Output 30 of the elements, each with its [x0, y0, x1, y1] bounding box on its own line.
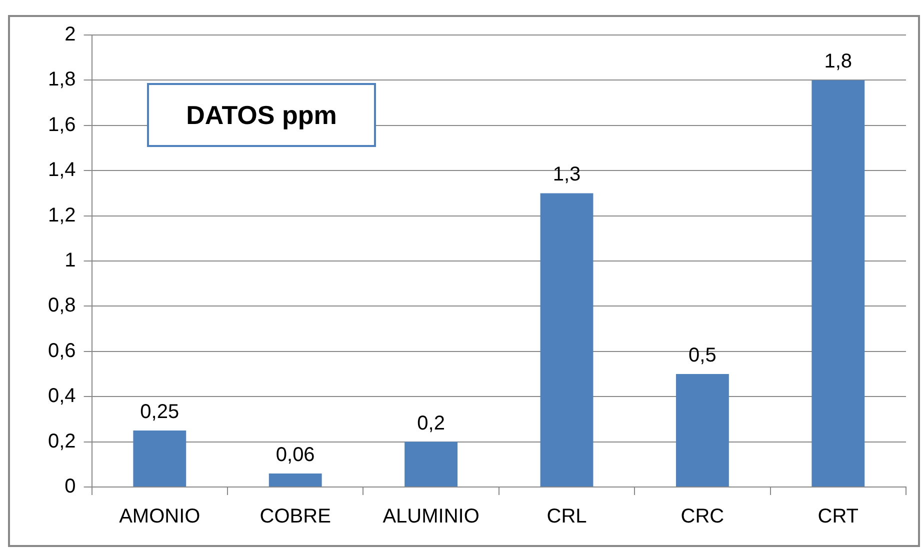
- bar: [133, 430, 186, 486]
- bar: [268, 473, 322, 486]
- y-tick-label: 0,2: [48, 430, 76, 452]
- x-tick-label: CRT: [818, 506, 859, 528]
- y-tick-label: 0,4: [48, 385, 76, 408]
- y-tick-label: 2: [64, 24, 76, 46]
- bar: [540, 193, 594, 486]
- data-label: 0,5: [688, 344, 716, 367]
- y-tick-label: 1,2: [48, 204, 76, 226]
- y-tick-label: 0: [64, 476, 76, 498]
- data-label: 1,8: [824, 50, 852, 73]
- data-label: 0,06: [276, 444, 315, 466]
- data-label: 0,2: [417, 412, 445, 434]
- y-tick-label: 1,4: [48, 159, 76, 182]
- y-tick-label: 1,6: [48, 114, 76, 136]
- bar: [812, 80, 865, 486]
- bar: [404, 442, 458, 486]
- text: DATOS ppm: [147, 83, 376, 147]
- x-tick-label: ALUMINIO: [382, 506, 480, 528]
- x-tick-label: CRC: [680, 506, 724, 528]
- data-label: 0,25: [140, 401, 180, 424]
- y-tick-label: 0,6: [48, 340, 76, 362]
- y-tick-label: 1: [64, 250, 76, 272]
- x-tick-label: AMONIO: [119, 506, 200, 528]
- x-tick-label: COBRE: [260, 506, 331, 528]
- data-label: 1,3: [552, 164, 581, 186]
- y-tick-label: 0,8: [48, 294, 76, 317]
- x-tick-label: CRL: [546, 506, 587, 528]
- bar: [676, 374, 729, 486]
- y-tick-label: 1,8: [48, 68, 76, 91]
